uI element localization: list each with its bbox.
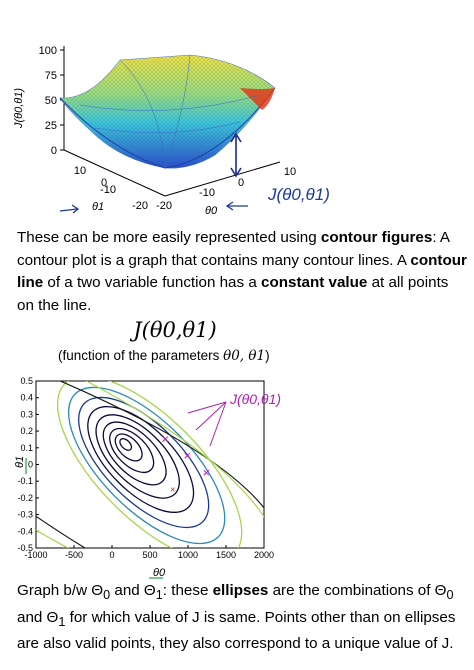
z-tick-label: 25 [45,120,57,132]
y-tick-label: 0.1 [20,443,33,453]
text-run: at all points on the line. [17,274,449,314]
theta0-axis-label: θ0 [205,205,218,217]
y-tick-label: 0.2 [20,426,33,436]
annotated-point: × [183,448,191,463]
theta0-tick-label: -20 [156,200,172,212]
theta1-axis-label: θ1 [92,201,104,213]
text-run: Graph b/w Θ [17,582,104,599]
text-run: : A contour plot is a graph that contain… [17,229,450,269]
x-tick-label: 500 [142,550,157,560]
annotation-pointer [187,401,227,414]
contour-line [95,414,180,499]
theta0-tick-label: 0 [238,177,244,189]
contour-line [36,515,87,548]
z-tick-label: 100 [39,45,57,57]
theta0-ticks: 10 0 -10 -20 [156,166,296,212]
subscript: 1 [155,588,163,603]
annotation-pointer [195,401,227,431]
contour-title: J(θ0,θ1) [133,318,217,342]
contour-marks: × × × × [161,401,227,495]
z-tick-label: 75 [45,70,57,82]
contour-line [87,405,195,513]
x-tick-label: 1000 [178,550,198,560]
y-axis-label: θ1 [14,456,26,468]
caption-close: ) [265,348,270,363]
bold-term: contour figures [320,229,433,246]
x-tick-label: -500 [65,550,83,560]
theta1-tick-label: -20 [132,200,148,212]
contour-line [114,433,143,462]
text-run: and Θ [17,608,59,626]
annotated-point: × [161,431,169,446]
y-tick-label: 0.4 [20,393,33,403]
annotation-pointer [209,401,227,447]
y-tick-label: -0.4 [17,526,33,536]
text-run: These can be more easily represented usi… [17,229,321,246]
caption-math: θ0, θ1 [223,348,266,364]
x-tick-label: 2000 [254,550,274,560]
text-run: of a two variable function has a [43,274,261,291]
bold-term: constant value [261,274,368,291]
theta1-tick-label: -10 [100,184,116,196]
text-run: for which value of J is same. Points oth… [17,608,456,653]
x-axis-label: θ0 [153,567,166,579]
z-tick-label: 0 [51,145,57,157]
contour-line [102,421,167,486]
handwritten-arrows [59,201,248,214]
x-tick-label: 1500 [216,550,236,560]
min-marker: × [170,485,175,495]
bold-term: contour line [17,251,467,292]
handwritten-annotation-contour: J(θ0,θ1) [229,391,281,407]
surface-plot-3d: 100 75 50 25 0 J(θ0,θ1) 10 0 -10 -20 θ1 … [13,45,330,217]
contour-line [85,381,264,518]
subscript: 0 [446,588,454,603]
contour-chart: -1000 -500 0 500 1000 1500 2000 0.5 0.4 0.3 0.2 0.1… [14,376,281,579]
z-tick-label: 50 [45,95,57,107]
height-arrow [230,132,242,178]
y-tick-label: 0.3 [20,409,33,419]
bold-term: ellipses [212,582,269,599]
y-tick-label: 0.5 [20,376,33,386]
text-run: and Θ [110,582,156,599]
handwritten-annotation-j: J(θ0,θ1) [267,185,330,204]
contour-line [36,529,70,548]
contour-line [119,438,133,451]
z-ticks: 100 75 50 25 0 [39,45,64,157]
contour-caption: (function of the parameters θ0, θ1) [58,348,270,364]
text-run: : these [162,582,213,599]
contour-line [109,427,155,474]
contour-line [56,381,243,548]
surface-mesh [59,54,276,169]
x-tick-label: 0 [109,550,114,560]
theta1-tick-label: 0 [101,177,107,189]
text-run: are the combinations of Θ [268,582,447,599]
z-axis-label: J(θ0,θ1) [13,88,25,129]
y-tick-label: -0.3 [17,510,33,520]
contour-line [78,396,210,529]
caption-text: (function of the parameters [58,348,224,363]
x-tick-label: -1000 [24,550,47,560]
theta1-tick-label: 10 [74,165,86,177]
ellipses-paragraph: Graph b/w Θ0 and Θ1: these ellipses are … [17,580,469,656]
y-tick-label: -0.5 [17,543,33,553]
contour-line [67,386,226,545]
y-tick-label: -0.1 [17,476,33,486]
theta1-ticks: 10 0 -10 -20 [74,165,148,212]
subscript: 0 [103,588,111,603]
y-tick-label: -0.2 [17,493,33,503]
y-tick-label: 0 [28,460,33,470]
contour-lines [36,381,264,548]
annotated-point: × [202,465,210,480]
theta0-tick-label: -10 [199,187,215,199]
subscript: 1 [58,614,66,629]
theta0-tick-label: 10 [284,166,296,178]
explanation-paragraph: These can be more easily represented usi… [17,227,469,317]
contour-axes: -1000 -500 0 500 1000 1500 2000 0.5 0.4 0.3 0.2 0.1… [17,376,274,560]
